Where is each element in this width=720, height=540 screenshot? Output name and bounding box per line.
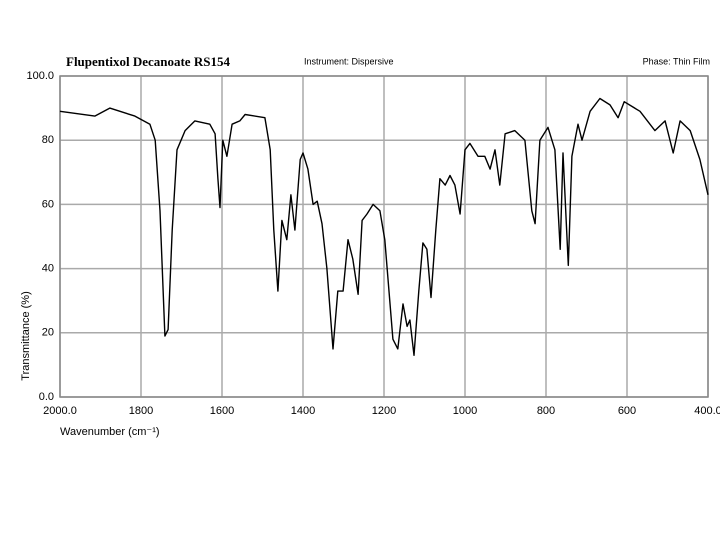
x-tick-label: 600 xyxy=(618,405,636,417)
x-tick-label: 800 xyxy=(537,405,555,417)
y-tick-label: 80 xyxy=(42,134,54,146)
plot-frame xyxy=(59,75,709,398)
spectrum-line xyxy=(59,97,709,356)
y-tick-label: 0.0 xyxy=(39,391,54,403)
y-axis-label: Transmittance (%) xyxy=(20,291,32,380)
instrument: Instrument: Dispersive xyxy=(304,56,394,66)
x-tick-label: 1200 xyxy=(372,405,396,417)
x-tick-label: 1000 xyxy=(453,405,477,417)
x-tick-label: 1800 xyxy=(129,405,153,417)
x-tick-label: 2000.0 xyxy=(43,405,77,417)
x-tick-label: 1600 xyxy=(210,405,234,417)
x-axis-label: Wavenumber (cm⁻¹) xyxy=(60,426,160,438)
x-tick-label: 1400 xyxy=(291,405,315,417)
chart-title: Flupentixol Decanoate RS154 xyxy=(66,54,230,69)
y-tick-label: 100.0 xyxy=(26,70,54,82)
y-tick-label: 40 xyxy=(42,263,54,275)
y-tick-label: 60 xyxy=(42,198,54,210)
phase: Phase: Thin Film xyxy=(643,56,710,66)
x-tick-label: 400.0 xyxy=(694,405,720,417)
y-tick-label: 20 xyxy=(42,327,54,339)
